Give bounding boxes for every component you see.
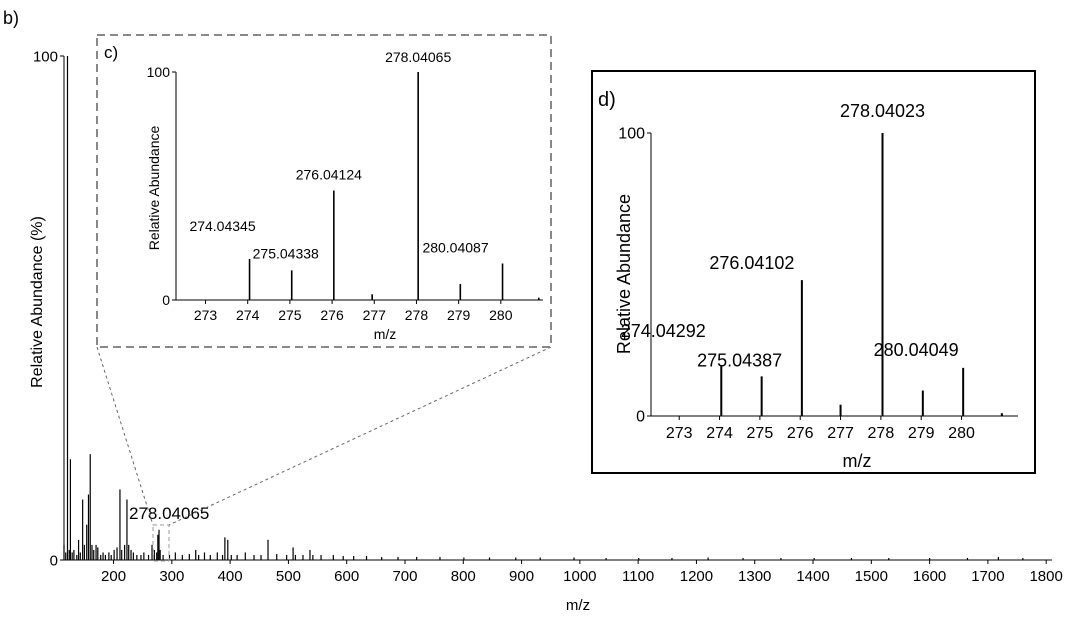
main-x-tick-label: 1000 — [563, 568, 596, 585]
main-x-tick-label: 400 — [218, 568, 243, 585]
inset-d-x-tick-label: 279 — [908, 425, 935, 442]
main-y-ticks: 0 100 — [33, 48, 64, 569]
inset-d-peak-label: 278.04023 — [840, 101, 925, 121]
main-x-tick-label: 300 — [159, 568, 184, 585]
inset-d-y-tick-label: 0 — [636, 409, 645, 426]
inset-d-peak-label: 276.04102 — [709, 253, 794, 273]
zoom-region-box — [152, 524, 170, 562]
inset-c-y-ticks: 0 100 — [147, 64, 176, 308]
main-x-tick-label: 1700 — [971, 568, 1004, 585]
inset-d-peaks — [720, 133, 1003, 416]
inset-c-peak-labels: 274.04345 275.04338 276.04124 278.04065 280.… — [189, 49, 488, 261]
main-x-tick-label: 900 — [509, 568, 534, 585]
inset-c-y-tick-label: 100 — [147, 64, 171, 80]
inset-d-x-axis-label: m/z — [843, 451, 872, 471]
inset-c-x-axis-label: m/z — [374, 326, 397, 342]
zoom-connector-left — [96, 346, 154, 526]
inset-d-x-tick-label: 278 — [868, 425, 895, 442]
main-x-tick-label: 1300 — [738, 568, 771, 585]
inset-d-x-tick-label: 275 — [747, 425, 774, 442]
inset-d-peak-label: 280.04049 — [874, 340, 959, 360]
inset-d-x-tick-label: 280 — [948, 425, 975, 442]
inset-d-frame — [591, 70, 1036, 474]
inset-d-x-ticks: 273 274 275 276 277 278 279 280 — [666, 416, 975, 442]
main-x-tick-label: 200 — [101, 568, 126, 585]
main-x-tick-label: 800 — [451, 568, 476, 585]
inset-c-frame — [96, 34, 552, 348]
inset-d-y-tick-label: 100 — [618, 126, 645, 143]
main-peaks — [63, 56, 1024, 560]
inset-c-x-tick-label: 273 — [194, 307, 218, 323]
inset-c-x-tick-label: 279 — [447, 307, 471, 323]
inset-c-y-axis-label: Relative Abundance — [146, 126, 162, 251]
main-x-tick-label: 600 — [334, 568, 359, 585]
inset-d-peak-label: 275.04387 — [697, 350, 782, 370]
panel-label-c: c) — [104, 43, 118, 62]
inset-d-plot: d) 273 274 275 276 277 278 279 280 0 100 274.042… — [591, 70, 1036, 474]
main-x-tick-label: 1200 — [680, 568, 713, 585]
inset-c-peak-label: 280.04087 — [422, 240, 488, 256]
main-x-tick-label: 700 — [392, 568, 417, 585]
main-y-axis-label: Relative Abundance (%) — [29, 216, 46, 388]
inset-d-x-tick-label: 277 — [827, 425, 854, 442]
inset-c-peak-label: 276.04124 — [296, 167, 362, 183]
inset-d-x-tick-label: 276 — [787, 425, 814, 442]
inset-c-plot: c) 273 274 275 276 277 278 279 280 0 100 274.043… — [96, 34, 552, 348]
main-x-tick-label: 500 — [276, 568, 301, 585]
inset-c-x-tick-label: 278 — [405, 307, 429, 323]
main-peak-label-278: 278.04065 — [129, 504, 209, 523]
inset-c-y-tick-label: 0 — [162, 292, 170, 308]
main-x-axis-label: m/z — [566, 597, 590, 614]
inset-c-x-tick-label: 275 — [278, 307, 302, 323]
inset-c-x-tick-label: 274 — [236, 307, 260, 323]
inset-c-x-ticks: 273 274 275 276 277 278 279 280 — [194, 300, 513, 323]
main-y-tick-label: 0 — [50, 552, 58, 569]
inset-d-peak-labels: 274.04292 275.04387 276.04102 278.04023 280.… — [621, 101, 959, 370]
inset-d-peak-label: 274.04292 — [621, 321, 706, 341]
main-x-tick-label: 1500 — [855, 568, 888, 585]
main-y-tick-label: 100 — [33, 48, 58, 65]
panel-label-d: d) — [598, 89, 616, 111]
inset-c-peak-label: 274.04345 — [189, 218, 255, 234]
inset-c-x-tick-label: 280 — [489, 307, 513, 323]
zoom-connector-right — [168, 346, 552, 526]
panel-label-b: b) — [3, 8, 19, 28]
inset-d-y-ticks: 0 100 — [618, 126, 651, 426]
main-x-tick-label: 1800 — [1029, 568, 1062, 585]
main-spectrum-plot: b) 200 300 400 500 600 700 800 900 1000 1100 1200 1… — [3, 8, 1063, 614]
inset-d-y-axis-label: Relative Abundance — [614, 194, 634, 354]
inset-d-x-tick-label: 273 — [666, 425, 693, 442]
inset-d-x-tick-label: 274 — [706, 425, 733, 442]
inset-c-x-tick-label: 277 — [363, 307, 387, 323]
inset-c-peak-label: 278.04065 — [385, 49, 451, 65]
main-x-ticks: 200 300 400 500 600 700 800 900 1000 1100 1200 1300… — [101, 560, 1063, 585]
inset-c-peaks — [248, 72, 540, 300]
inset-c-x-tick-label: 276 — [320, 307, 344, 323]
inset-c-peak-label: 275.04338 — [253, 245, 319, 261]
main-x-tick-label: 1600 — [913, 568, 946, 585]
main-x-tick-label: 1400 — [796, 568, 829, 585]
main-x-tick-label: 1100 — [622, 568, 654, 585]
